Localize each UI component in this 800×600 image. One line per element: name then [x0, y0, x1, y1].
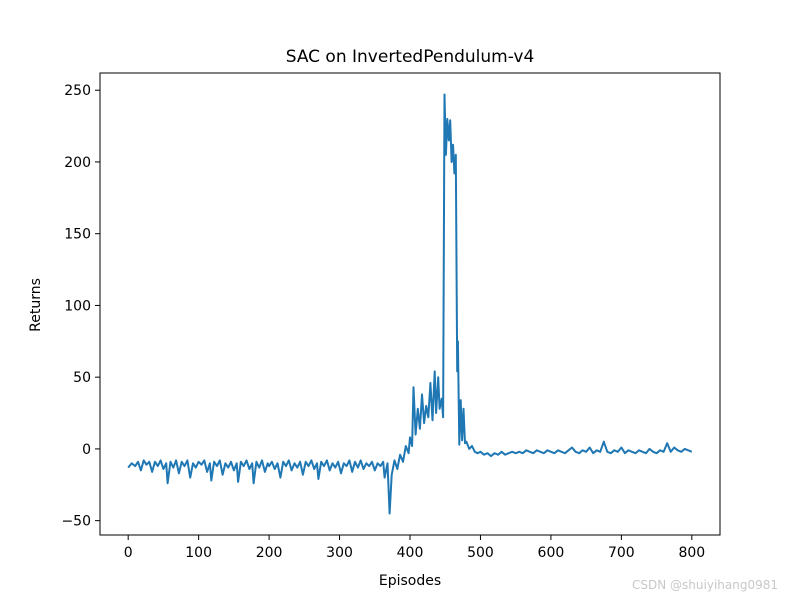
y-tick-label: 150 — [64, 227, 91, 243]
x-tick-label: 0 — [124, 545, 133, 561]
series-line — [127, 93, 693, 515]
y-tick-label: 0 — [82, 442, 91, 458]
x-tick-label: 300 — [326, 545, 353, 561]
plot-area — [99, 72, 721, 536]
x-tick-label: 700 — [608, 545, 635, 561]
x-tick-label: 800 — [678, 545, 705, 561]
x-tick-label: 600 — [538, 545, 565, 561]
y-axis-label: Returns — [28, 278, 44, 332]
x-tick-label: 400 — [397, 545, 424, 561]
y-tick-label: 200 — [64, 155, 91, 171]
chart-title: SAC on InvertedPendulum-v4 — [286, 47, 535, 67]
x-tick-label: 100 — [185, 545, 212, 561]
y-tick-label: 50 — [73, 370, 91, 386]
x-axis: 0 100 200 300 400 500 600 700 800 — [124, 535, 705, 561]
y-tick-label: 100 — [64, 298, 91, 314]
x-tick-label: 200 — [256, 545, 283, 561]
x-tick-label: 500 — [467, 545, 494, 561]
y-axis: −50 0 50 100 150 200 250 — [61, 83, 100, 530]
x-axis-label: Episodes — [379, 573, 441, 589]
watermark: CSDN @shuiyihang0981 — [632, 578, 778, 592]
y-tick-label: −50 — [61, 514, 91, 530]
y-tick-label: 250 — [64, 83, 91, 99]
